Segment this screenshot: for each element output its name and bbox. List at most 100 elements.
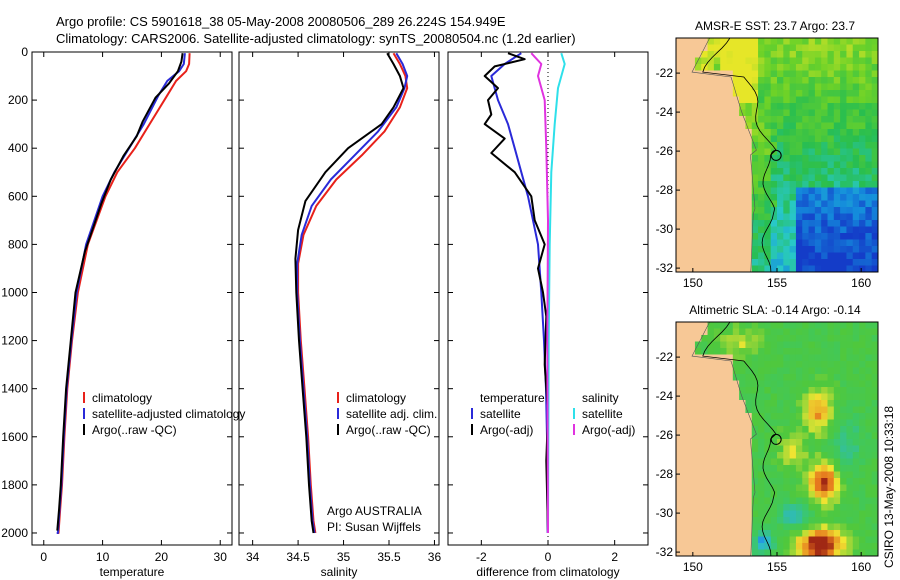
map-cell	[720, 161, 728, 169]
map-cell	[859, 445, 866, 453]
map-cell	[821, 135, 829, 143]
map-cell	[770, 484, 778, 492]
map-cell	[833, 387, 841, 395]
map-cell	[789, 491, 797, 499]
x-axis-label: difference from climatology	[476, 565, 619, 579]
map-cell	[751, 341, 759, 349]
map-cell	[739, 458, 747, 466]
map-cell	[871, 400, 878, 408]
map-cell	[802, 122, 810, 130]
map-cell	[840, 129, 848, 137]
map-cell	[827, 471, 835, 479]
map-cell	[745, 419, 753, 427]
map-cell	[764, 200, 772, 208]
map-cell	[726, 491, 734, 499]
map-cell	[827, 161, 835, 169]
x-tick-label: 30	[214, 550, 228, 564]
map-cell	[726, 361, 734, 369]
map-cell	[821, 536, 829, 544]
map-cell	[777, 246, 784, 254]
map-cell	[682, 155, 690, 163]
map-x-tick-label: 150	[683, 276, 703, 290]
map-cell	[814, 70, 822, 78]
map-cell	[789, 38, 797, 46]
map-cell	[732, 116, 740, 124]
map-cell	[720, 142, 728, 150]
map-cell	[795, 90, 803, 98]
map-cell	[859, 335, 866, 343]
map-cell	[707, 116, 715, 124]
map-cell	[777, 129, 784, 137]
map-cell	[840, 161, 848, 169]
map-cell	[682, 361, 690, 369]
map-cell	[783, 374, 791, 382]
map-cell	[694, 148, 702, 156]
map-cell	[802, 549, 810, 556]
map-cell	[783, 387, 791, 395]
map-cell	[833, 77, 841, 85]
map-cell	[833, 413, 841, 421]
map-cell	[694, 328, 702, 336]
map-cell	[871, 265, 878, 272]
map-cell	[783, 400, 791, 408]
map-cell	[688, 96, 696, 104]
map-cell	[701, 341, 709, 349]
map-cell	[751, 70, 759, 78]
map-cell	[707, 51, 715, 59]
map-cell	[764, 64, 772, 72]
map-cell	[833, 109, 841, 117]
map-cell	[770, 413, 778, 421]
map-cell	[682, 445, 690, 453]
map-cell	[871, 109, 878, 117]
map-cell	[859, 213, 866, 221]
map-cell	[777, 168, 784, 176]
map-cell	[682, 77, 690, 85]
map-cell	[833, 445, 841, 453]
bathymetry-contour	[702, 38, 777, 272]
map-cell	[739, 200, 747, 208]
map-cell	[852, 348, 860, 356]
map-cell	[682, 439, 690, 447]
map-cell	[751, 413, 759, 421]
map-cell	[770, 194, 778, 202]
map-cell	[814, 471, 822, 479]
map-cell	[676, 38, 683, 46]
map-cell	[808, 246, 816, 254]
map-cell	[732, 322, 740, 330]
map-cell	[701, 252, 709, 260]
map-cell	[783, 406, 791, 414]
map-cell	[859, 220, 866, 228]
map-cell	[846, 51, 854, 59]
map-cell	[707, 265, 715, 272]
map-cell	[758, 96, 765, 104]
map-cell	[764, 341, 772, 349]
map-cell	[751, 38, 759, 46]
map-cell	[833, 96, 841, 104]
map-cell	[821, 246, 829, 254]
map-cell	[694, 207, 702, 215]
map-cell	[852, 491, 860, 499]
map-cell	[751, 116, 759, 124]
map-cell	[720, 207, 728, 215]
map-cell	[764, 239, 772, 247]
map-cell	[758, 549, 765, 556]
map-cell	[789, 536, 797, 544]
map-cell	[852, 419, 860, 427]
map-cell	[726, 129, 734, 137]
map-cell	[751, 44, 759, 52]
map-cell	[739, 181, 747, 189]
map-cell	[764, 38, 772, 46]
map-cell	[821, 226, 829, 234]
map-cell	[713, 187, 721, 195]
map-cell	[777, 328, 784, 336]
map-cell	[770, 478, 778, 486]
map-cell	[777, 341, 784, 349]
map-cell	[732, 252, 740, 260]
map-cell	[795, 109, 803, 117]
map-cell	[802, 252, 810, 260]
map-cell	[758, 510, 765, 518]
map-cell	[852, 207, 860, 215]
map-cell	[676, 406, 683, 414]
map-cell	[758, 265, 765, 272]
map-cell	[846, 213, 854, 221]
